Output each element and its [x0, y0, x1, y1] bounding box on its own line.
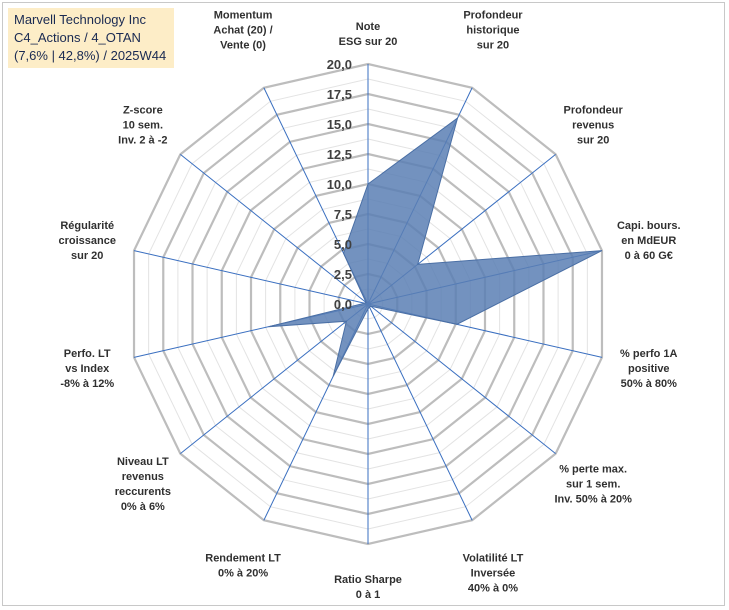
axis-label-line: 0 à 60 G€ — [625, 250, 673, 262]
axis-label: % perfo 1A positive 50% à 80% — [620, 348, 678, 390]
axis-label-line: Volatilité LT — [463, 552, 524, 564]
axis-label-line: Inversée — [471, 567, 516, 579]
axis-label-line: 40% à 0% — [468, 582, 518, 594]
axis-label-line: Inv. 50% à 20% — [554, 494, 632, 506]
axis-label: Z-score 10 sem. Inv. 2 à -2 — [118, 104, 167, 146]
axis-label-line: historique — [466, 25, 519, 37]
axis-spoke — [367, 303, 473, 521]
axis-label-line: 0% à 6% — [121, 501, 165, 513]
axis-label-line: % perfo 1A — [620, 348, 678, 360]
tick-label: 0,0 — [334, 297, 352, 312]
axis-spoke — [180, 153, 369, 305]
axis-spoke — [133, 250, 369, 305]
axis-label: Profondeur historique sur 20 — [463, 10, 523, 52]
axis-label: Momentum Achat (20) / Vente (0) — [213, 10, 272, 52]
axis-label-line: Rendement LT — [205, 552, 281, 564]
axis-label-line: 0 à 1 — [356, 589, 380, 601]
axis-label-line: Achat (20) / — [213, 25, 272, 37]
axis-label-line: en MdEUR — [621, 235, 676, 247]
axis-label-line: vs Index — [65, 363, 110, 375]
axis-label-line: positive — [628, 363, 670, 375]
title-line-stats: (7,6% | 42,8%) / 2025W44 — [14, 48, 167, 63]
tick-label: 17,5 — [327, 87, 352, 102]
axis-label-line: -8% à 12% — [60, 378, 114, 390]
axis-label-line: Profondeur — [463, 10, 523, 22]
axis-label-line: Régularité — [60, 220, 114, 232]
axis-label-line: sur 20 — [71, 250, 103, 262]
axis-label-line: Capi. bours. — [617, 220, 681, 232]
axis-label-line: revenus — [572, 119, 614, 131]
axis-label-line: revenus — [122, 471, 164, 483]
axis-label-line: sur 20 — [577, 134, 609, 146]
axis-label: % perte max. sur 1 sem. Inv. 50% à 20% — [554, 464, 632, 506]
tick-label: 12,5 — [327, 147, 352, 162]
axis-spoke — [180, 303, 369, 455]
axis-label-line: reccurents — [115, 486, 171, 498]
title-line-category: C4_Actions / 4_OTAN — [14, 30, 141, 45]
chart-title-box: Marvell Technology Inc C4_Actions / 4_OT… — [8, 8, 174, 68]
axis-label-line: croissance — [58, 235, 115, 247]
axis-label: Rendement LT 0% à 20% — [205, 552, 281, 579]
tick-label: 7,5 — [334, 207, 352, 222]
axis-spoke — [367, 303, 556, 455]
tick-label: 2,5 — [334, 267, 352, 282]
axis-label-line: 50% à 80% — [621, 378, 677, 390]
axis-label-line: Niveau LT — [117, 456, 169, 468]
axis-label: Note ESG sur 20 — [339, 21, 398, 48]
axis-label-line: % perte max. — [559, 464, 627, 476]
axis-label-line: sur 20 — [477, 40, 509, 52]
axis-label-line: Inv. 2 à -2 — [118, 134, 167, 146]
axis-label-line: Momentum — [214, 10, 273, 22]
axis-label-line: Note — [356, 21, 380, 33]
tick-label: 10,0 — [327, 177, 352, 192]
title-line-company: Marvell Technology Inc — [14, 12, 146, 27]
series-area — [268, 116, 603, 377]
axis-label-line: Vente (0) — [220, 40, 266, 52]
axis-label-line: Ratio Sharpe — [334, 574, 402, 586]
axis-label: Volatilité LT Inversée 40% à 0% — [463, 552, 524, 594]
tick-label: 15,0 — [327, 117, 352, 132]
axis-label: Niveau LT revenus reccurents 0% à 6% — [115, 456, 171, 513]
axis-label: Ratio Sharpe 0 à 1 — [334, 574, 402, 601]
tick-label: 5,0 — [334, 237, 352, 252]
axis-label: Perfo. LT vs Index -8% à 12% — [60, 348, 114, 390]
axis-label-line: Profondeur — [564, 104, 624, 116]
axis-label-line: Perfo. LT — [64, 348, 111, 360]
axis-label-line: ESG sur 20 — [339, 36, 398, 48]
axis-label-line: Z-score — [123, 104, 163, 116]
axis-label-line: 0% à 20% — [218, 567, 268, 579]
axis-label: Régularité croissance sur 20 — [58, 220, 115, 262]
axis-label-line: sur 1 sem. — [566, 479, 620, 491]
axis-label-line: 10 sem. — [123, 119, 163, 131]
tick-label: 20,0 — [327, 57, 352, 72]
axis-label: Capi. bours. en MdEUR 0 à 60 G€ — [617, 220, 681, 262]
axis-label: Profondeur revenus sur 20 — [564, 104, 624, 146]
